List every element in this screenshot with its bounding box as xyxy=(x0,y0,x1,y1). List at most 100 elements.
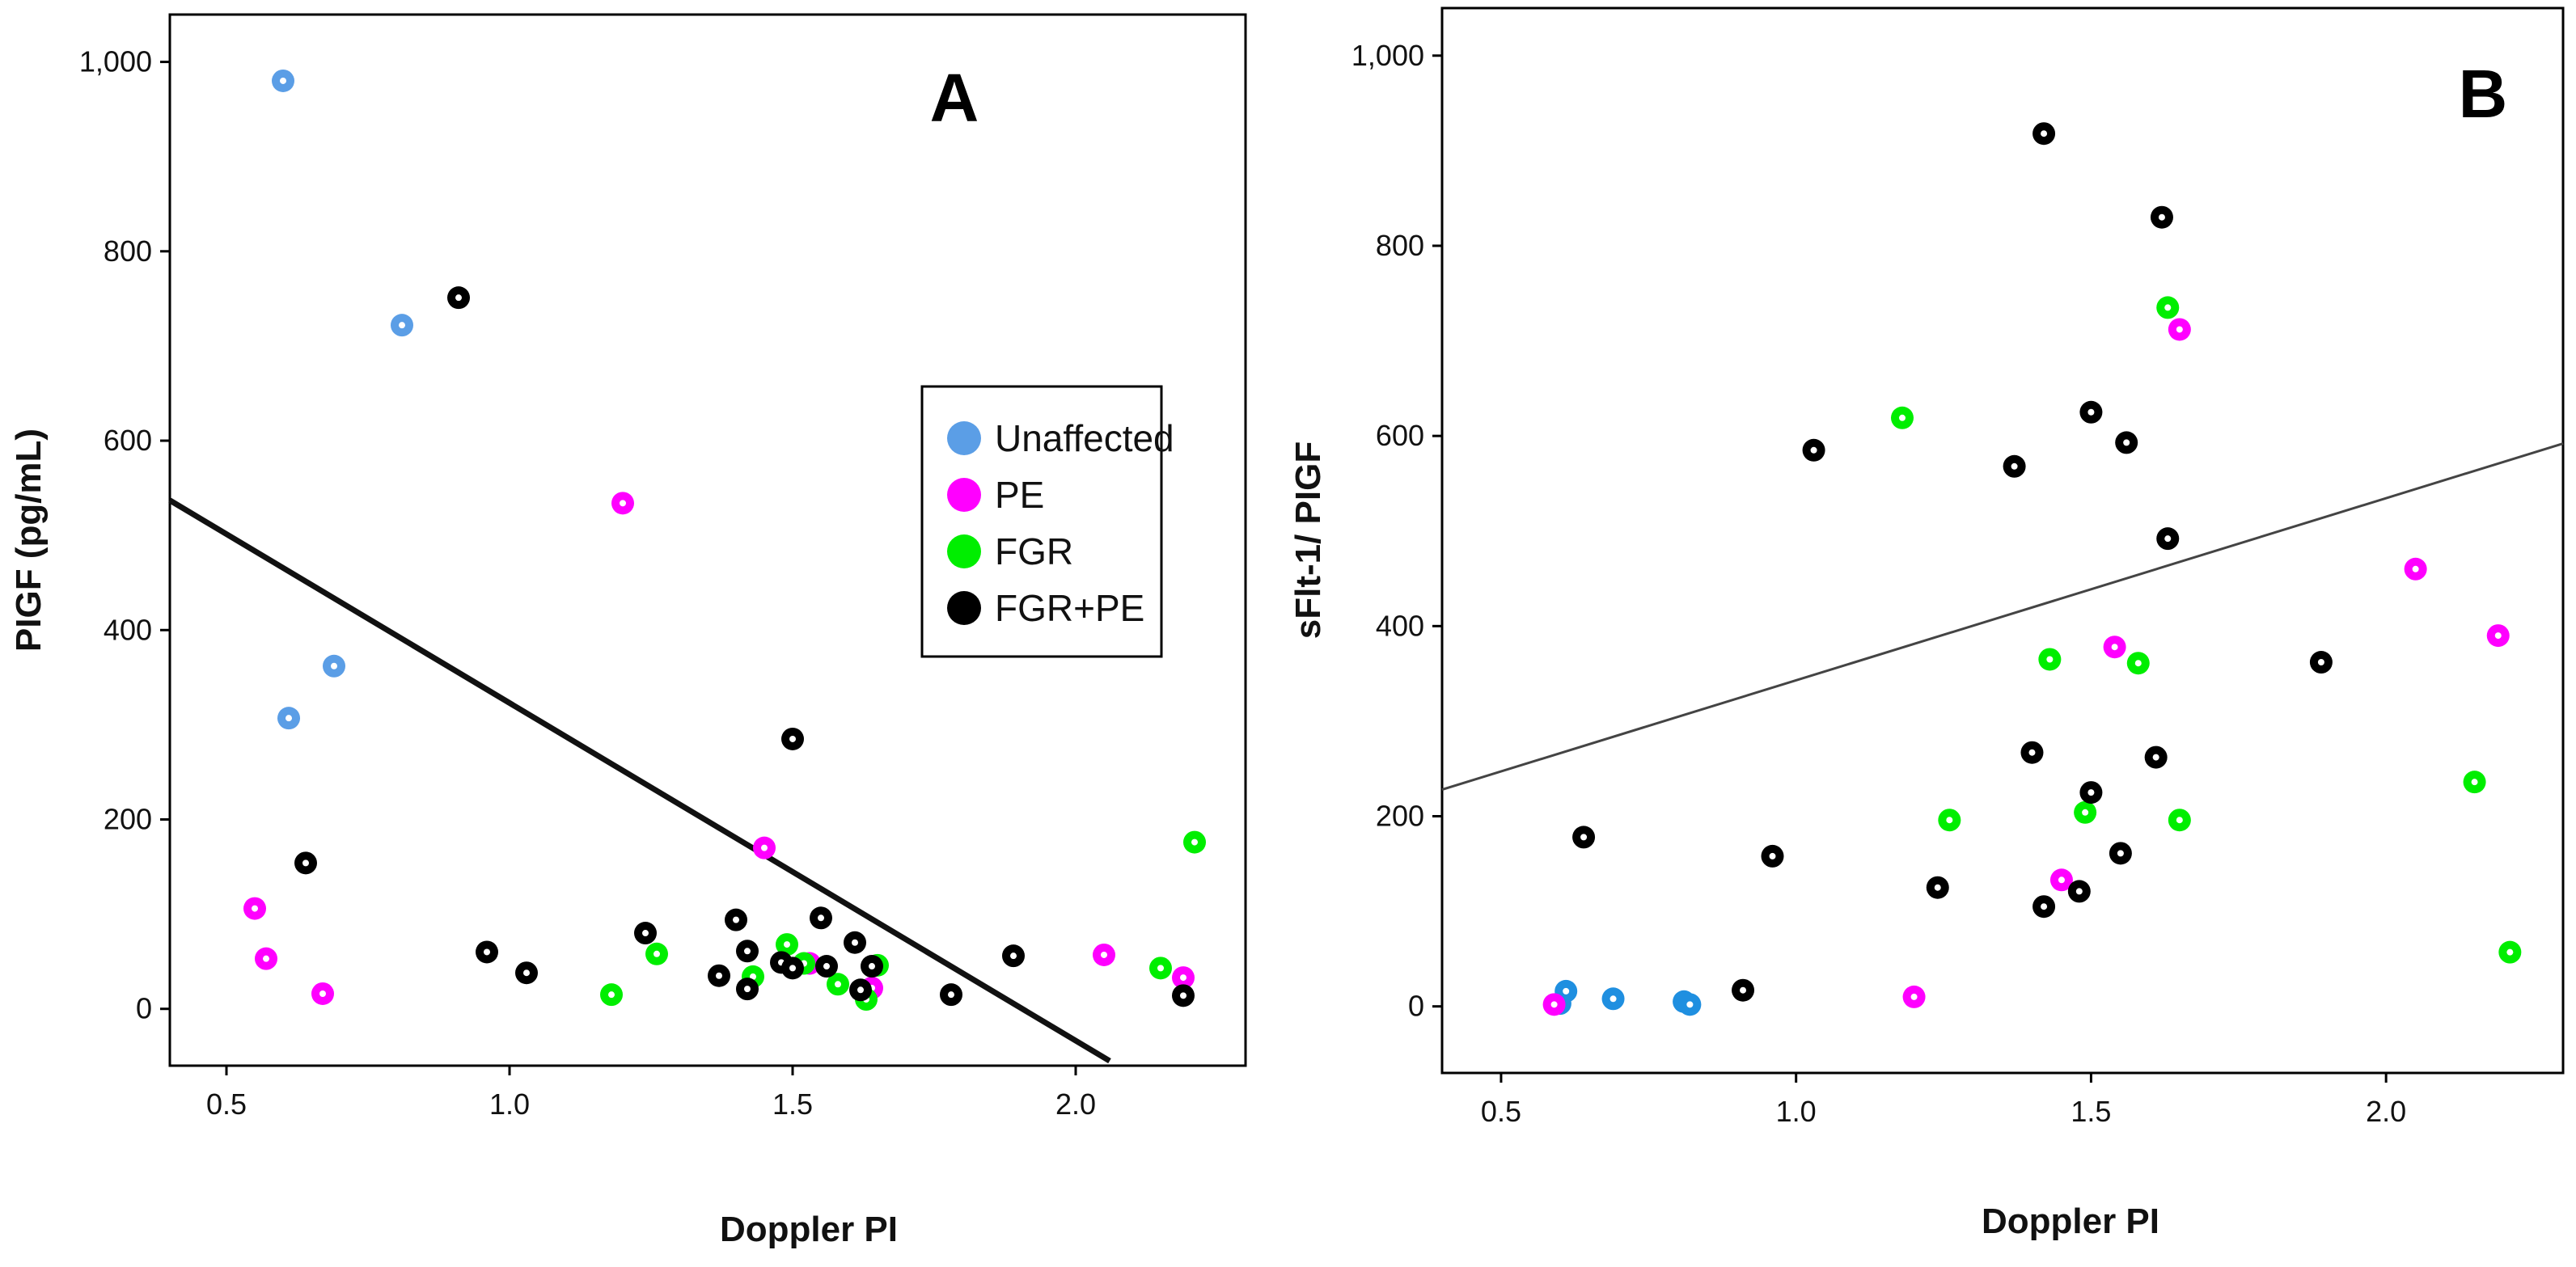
panel-a-y-tick-label: 1,000 xyxy=(79,45,152,78)
panel-b-point-highlight xyxy=(2046,656,2054,663)
panel-b-point-highlight xyxy=(2412,565,2419,572)
panel-a-point-highlight xyxy=(852,939,858,946)
panel-a-y-tick-label: 600 xyxy=(104,424,152,457)
panel-b-point-highlight xyxy=(2176,817,2183,824)
legend-label-fgr-pe: FGR+PE xyxy=(995,587,1144,629)
panel-b-x-tick-label: 1.0 xyxy=(1776,1095,1817,1128)
panel-a-point-highlight xyxy=(869,963,875,970)
panel-b-point-highlight xyxy=(2152,754,2159,761)
panel-a-y-tick-label: 800 xyxy=(104,234,152,268)
panel-b-x-axis-title: Doppler PI xyxy=(1982,1202,2159,1241)
panel-a-point-highlight xyxy=(744,986,751,993)
panel-a-point-highlight xyxy=(1101,951,1107,958)
panel-b-point-highlight xyxy=(2123,439,2130,446)
legend-marker-fgr-pe xyxy=(947,591,981,625)
panel-b-point-highlight xyxy=(2506,948,2514,956)
panel-b-point-highlight xyxy=(2011,462,2018,470)
panel-b-point-highlight xyxy=(1946,817,1953,824)
panel-a-x-tick-label: 1.0 xyxy=(489,1088,530,1121)
panel-a-y-axis-title: PIGF (pg/mL) xyxy=(9,429,49,652)
panel-b-point-highlight xyxy=(2164,304,2172,311)
legend-marker-pe xyxy=(947,478,981,512)
panel-a-letter: A xyxy=(930,60,979,136)
panel-a-point-highlight xyxy=(818,914,824,922)
panel-a-x-tick-label: 1.5 xyxy=(772,1088,813,1121)
panel-a-point-highlight xyxy=(784,941,790,948)
panel-b-point-highlight xyxy=(1686,1001,1694,1008)
panel-b-point-highlight xyxy=(2082,809,2089,816)
panel-b-point-highlight xyxy=(1580,834,1588,841)
panel-a-point-highlight xyxy=(1180,992,1186,999)
panel-b-point-highlight xyxy=(2041,130,2048,137)
panel-a-y-tick-label: 0 xyxy=(136,992,152,1025)
panel-b-point-highlight xyxy=(2317,659,2324,666)
panel-b-y-tick-label: 400 xyxy=(1376,609,1424,642)
panel-a-point-highlight xyxy=(1191,838,1198,846)
panel-b-point-highlight xyxy=(2134,660,2142,667)
panel-a-point-highlight xyxy=(654,950,660,957)
legend-label-fgr: FGR xyxy=(995,530,1073,572)
panel-b-y-axis-title: sFlt-1/ PIGF xyxy=(1288,441,1328,639)
panel-a-point-highlight xyxy=(857,986,864,994)
panel-b-point-highlight xyxy=(2471,779,2478,786)
panel-b-y-tick-label: 600 xyxy=(1376,419,1424,452)
panel-b-y-tick-label: 200 xyxy=(1376,800,1424,833)
panel-b: 0.5 1.0 1.5 2.0 0 200 400 600 800 1,000 B Doppler… xyxy=(1288,6,2565,1241)
panel-b-point-highlight xyxy=(2117,850,2124,857)
panel-b-point-highlight xyxy=(1898,414,1906,421)
panel-b-point-highlight xyxy=(2111,644,2118,651)
panel-a-point-highlight xyxy=(399,322,405,329)
panel-a-point-highlight xyxy=(608,991,615,999)
panel-a-point-highlight xyxy=(319,990,326,997)
panel-a-point-highlight xyxy=(835,981,841,988)
panel-b-point-highlight xyxy=(1910,993,1918,1000)
panel-a-x-tick-label: 2.0 xyxy=(1055,1088,1096,1121)
panel-a-point-highlight xyxy=(302,859,309,867)
panel-a-point-highlight xyxy=(744,948,751,955)
panel-b-fit-line xyxy=(1441,442,2564,792)
panel-a-point-highlight xyxy=(1180,974,1186,982)
panel-b-x-tick-label: 1.5 xyxy=(2071,1095,2111,1128)
panel-a-y-tick-label: 400 xyxy=(104,613,152,646)
panel-b-letter: B xyxy=(2459,56,2508,132)
panel-b-y-tick-label: 0 xyxy=(1408,990,1424,1023)
panel-b-point-highlight xyxy=(1934,884,1941,891)
panel-a-point-highlight xyxy=(252,905,258,912)
panel-a-point-highlight xyxy=(523,969,530,977)
panel-b-point-highlight xyxy=(2087,408,2095,416)
panel-a-point-highlight xyxy=(455,294,462,302)
legend-label-pe: PE xyxy=(995,474,1044,516)
panel-a-point-highlight xyxy=(286,715,292,722)
panel-a-point-highlight xyxy=(789,965,796,972)
panel-b-point-highlight xyxy=(2058,876,2065,884)
panel-a-point-highlight xyxy=(331,662,337,669)
panel-b-y-tick-label: 800 xyxy=(1376,229,1424,262)
panel-a-point-highlight xyxy=(761,844,768,851)
panel-b-point-highlight xyxy=(2158,213,2165,221)
panel-b-point-highlight xyxy=(1769,852,1776,859)
panel-a-point-highlight xyxy=(1157,965,1164,972)
panel-a: 0.5 1.0 1.5 2.0 0 200 400 600 800 1,000 A Unaffec… xyxy=(9,13,1247,1249)
panel-a-point-highlight xyxy=(263,955,269,962)
panel-a-point-highlight xyxy=(1010,952,1017,960)
panel-a-point-highlight xyxy=(280,77,286,84)
panel-a-point-highlight xyxy=(750,973,756,980)
panel-a-x-tick-label: 0.5 xyxy=(206,1088,247,1121)
panel-b-point-highlight xyxy=(2176,326,2183,333)
panel-b-point-highlight xyxy=(2028,749,2036,756)
panel-a-point-highlight xyxy=(948,991,954,999)
panel-b-x-tick-label: 2.0 xyxy=(2366,1095,2406,1128)
panel-b-point-highlight xyxy=(1550,1001,1558,1008)
panel-b-point-highlight xyxy=(2164,535,2172,543)
panel-a-point-highlight xyxy=(620,500,626,507)
panel-b-x-tick-label: 0.5 xyxy=(1481,1095,1521,1128)
panel-a-point-highlight xyxy=(733,916,739,923)
panel-a-point-highlight xyxy=(484,948,490,956)
legend-marker-fgr xyxy=(947,534,981,568)
legend: Unaffected PE FGR FGR+PE xyxy=(920,385,1174,658)
panel-b-point-highlight xyxy=(1609,995,1617,1003)
panel-b-point-highlight xyxy=(1810,446,1817,454)
panel-b-point-highlight xyxy=(2494,632,2502,640)
panel-b-point-highlight xyxy=(1563,987,1570,995)
